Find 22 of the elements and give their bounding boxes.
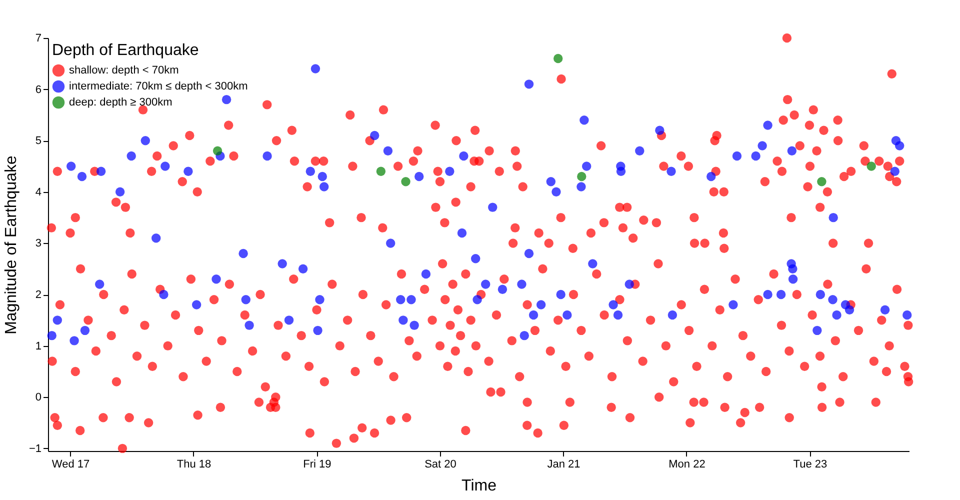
x-axis-title: Time: [462, 478, 497, 494]
x-tick-label: Mon 22: [668, 458, 706, 470]
y-tick-label: 7: [35, 32, 42, 44]
y-axis-title: Magnitude of Earthquake: [2, 156, 20, 334]
legend-label: deep: depth ≥ 300km: [69, 96, 172, 108]
y-tick-label: 4: [35, 186, 42, 198]
y-tick-label: 6: [35, 84, 42, 96]
y-tick-label: 0: [35, 392, 42, 404]
x-tick-label: Wed 17: [52, 458, 90, 470]
y-tick-label: 3: [35, 238, 42, 250]
y-tick-label: 5: [35, 135, 42, 148]
x-tick-label: Fri 19: [303, 458, 332, 470]
legend-label: intermediate: 70km ≤ depth < 300km: [69, 80, 248, 92]
legend-label: shallow: depth < 70km: [69, 64, 179, 76]
x-tick-label: Tue 23: [793, 458, 828, 470]
legend-title: Depth of Earthquake: [52, 42, 199, 59]
y-tick-label: −1: [28, 442, 42, 455]
x-tick-label: Thu 18: [176, 458, 212, 470]
y-tick-label: 1: [35, 340, 42, 352]
x-tick-label: Sat 20: [424, 458, 456, 470]
x-tick-label: Jan 21: [547, 458, 580, 470]
y-tick-label: 2: [35, 289, 42, 302]
